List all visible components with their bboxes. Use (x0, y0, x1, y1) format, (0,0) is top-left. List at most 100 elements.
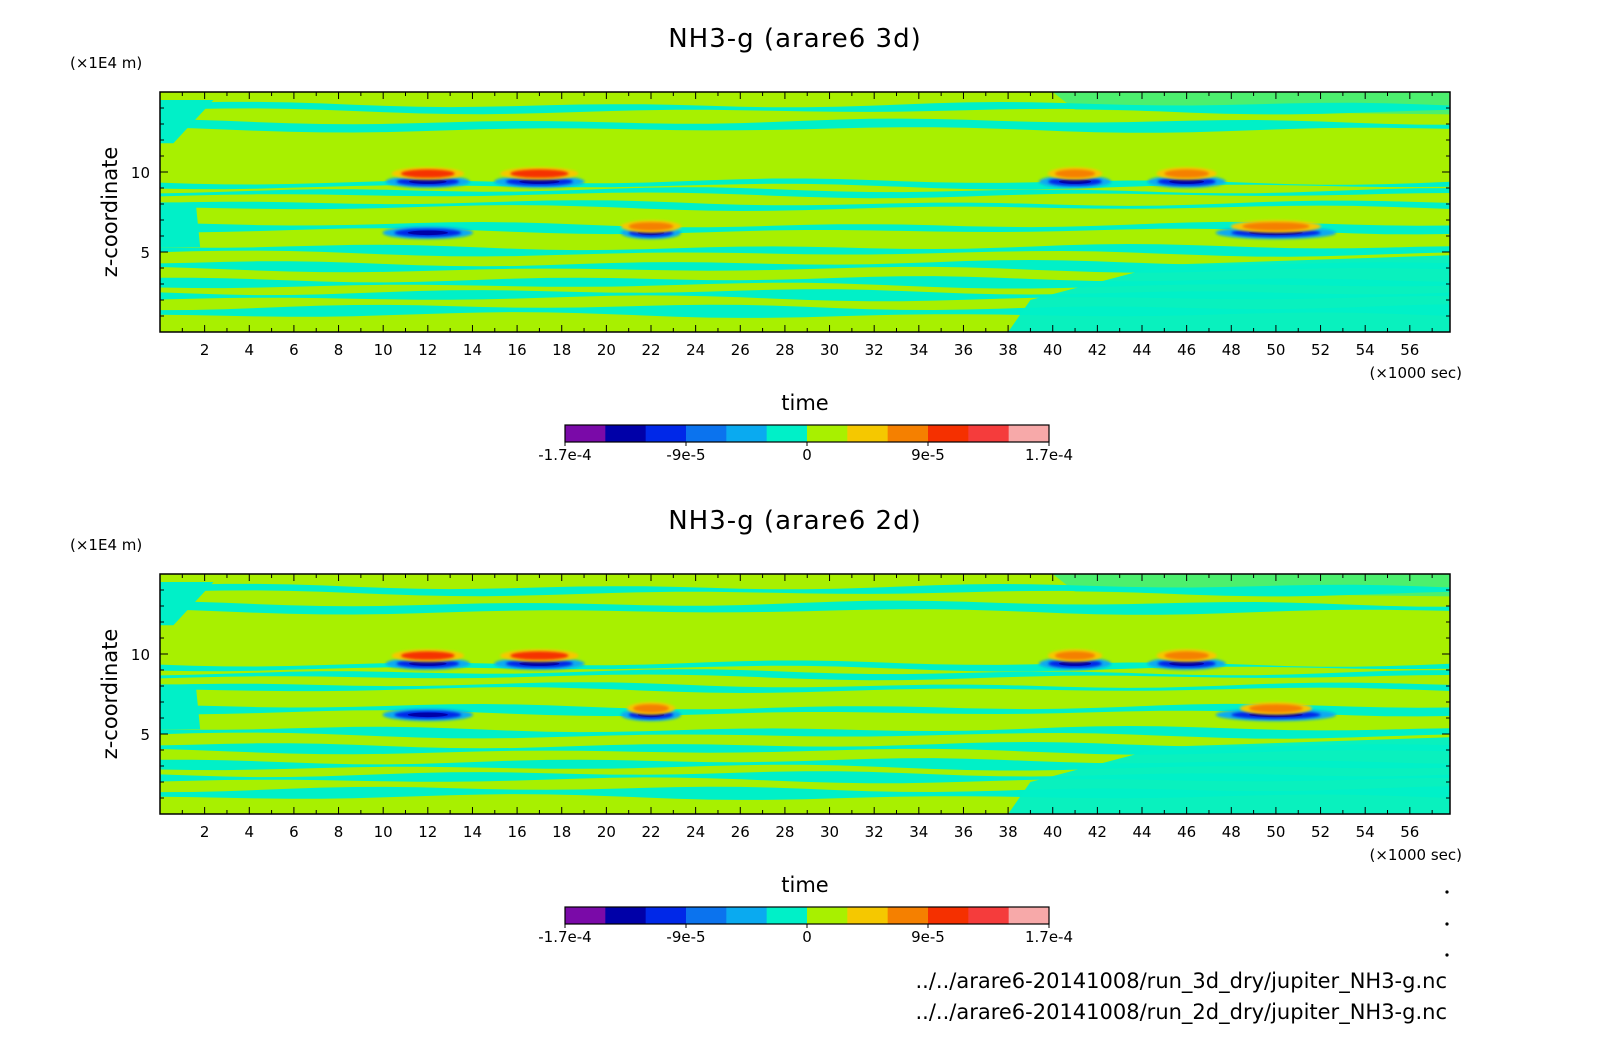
contour-feature (633, 704, 669, 713)
x-tick-label: 48 (1222, 341, 1241, 359)
x-tick-label: 30 (820, 823, 839, 841)
colorbar-label: -1.7e-4 (538, 928, 591, 946)
colorbar-swatch (887, 907, 929, 924)
colorbar-swatch (645, 425, 687, 442)
colorbar-swatch (766, 425, 808, 442)
marker-dot (1445, 890, 1449, 894)
colorbar-swatch (726, 425, 768, 442)
colorbar-swatch (565, 425, 606, 442)
x-tick-label: 32 (865, 341, 884, 359)
x-tick-label: 28 (775, 823, 794, 841)
contour-band (160, 187, 1450, 199)
x-tick-label: 20 (597, 341, 616, 359)
colorbar-swatch (605, 907, 647, 924)
x-tick-label: 46 (1177, 341, 1196, 359)
x-tick-label: 8 (334, 341, 344, 359)
x-tick-label: 16 (508, 823, 527, 841)
contour-feature (407, 230, 448, 236)
contour-band (160, 118, 1450, 133)
x-tick-label: 22 (641, 341, 660, 359)
chart-title: NH3-g (arare6 3d) (668, 24, 922, 54)
x-tick-label: 34 (909, 341, 928, 359)
y-unit-label: (×1E4 m) (70, 536, 142, 554)
x-tick-label: 48 (1222, 823, 1241, 841)
x-tick-label: 40 (1043, 341, 1062, 359)
x-tick-label: 54 (1356, 823, 1375, 841)
x-tick-label: 38 (999, 823, 1018, 841)
contour-band (160, 600, 1450, 615)
colorbar-swatch (928, 425, 969, 442)
colorbar-swatch (887, 425, 929, 442)
x-tick-label: 28 (775, 341, 794, 359)
x-tick-label: 38 (999, 341, 1018, 359)
x-tick-label: 2 (200, 823, 210, 841)
marker-dot (1445, 953, 1449, 957)
colorbar-label: 9e-5 (911, 446, 945, 464)
colorbar-label: -9e-5 (666, 928, 705, 946)
contour-feature (1164, 651, 1209, 660)
contour-feature (1058, 661, 1092, 666)
plot-frame (159, 573, 1451, 815)
x-tick-label: 50 (1266, 341, 1285, 359)
contour-band (160, 289, 1450, 302)
x-tick-label: 2 (200, 341, 210, 359)
x-tick-label: 32 (865, 823, 884, 841)
x-tick-label: 52 (1311, 341, 1330, 359)
x-tick-label: 12 (418, 823, 437, 841)
x-tick-label: 50 (1266, 823, 1285, 841)
contour-feature (1169, 179, 1205, 184)
contour-region (1052, 92, 1450, 115)
y-tick-label: 5 (140, 244, 150, 262)
colorbar-swatch (807, 907, 848, 924)
contour-feature (401, 651, 455, 660)
x-axis-label: time (781, 391, 828, 415)
contour-feature (519, 179, 560, 184)
x-tick-label: 8 (334, 823, 344, 841)
x-axis-label: time (781, 873, 828, 897)
contour-feature (1242, 222, 1310, 231)
x-tick-label: 34 (909, 823, 928, 841)
x-tick-label: 26 (731, 823, 750, 841)
colorbar-label: -1.7e-4 (538, 446, 591, 464)
contour-band (160, 260, 1450, 273)
contour-feature (1169, 661, 1205, 666)
axis-ticks: 2 4 6 8 10 12 14 16 18 20 22 24 26 28 30 32 34 36 38 40 42 44… (131, 92, 1450, 359)
contour-region (1052, 574, 1450, 597)
contour-region (1008, 737, 1450, 814)
colorbar-swatch (847, 425, 889, 442)
x-tick-label: 40 (1043, 823, 1062, 841)
x-tick-label: 54 (1356, 341, 1375, 359)
x-tick-label: 10 (374, 341, 393, 359)
panel-3d: NH3-g (arare6 3d) (×1E4 m) z-coordinate … (70, 24, 1462, 464)
colorbar: -1.7e-4 -9e-5 0 9e-5 1.7e-4 (538, 906, 1073, 946)
contour-band (160, 682, 1450, 693)
x-unit-label: (×1000 sec) (1369, 364, 1462, 382)
x-tick-label: 14 (463, 823, 482, 841)
axis-ticks: 2 4 6 8 10 12 14 16 18 20 22 24 26 28 30 32 34 36 38 40 42 44… (131, 574, 1450, 841)
chart-title: NH3-g (arare6 2d) (668, 506, 922, 536)
colorbar-swatch (968, 907, 1010, 924)
contour-feature (1058, 179, 1092, 184)
contour-region (160, 684, 201, 730)
colorbar-swatch (807, 425, 848, 442)
x-tick-label: 4 (244, 341, 254, 359)
y-unit-label: (×1E4 m) (70, 54, 142, 72)
contour-feature (1054, 169, 1096, 178)
colorbar-label: 0 (802, 446, 812, 464)
colorbar-swatch (968, 425, 1010, 442)
x-tick-label: 20 (597, 823, 616, 841)
x-tick-label: 16 (508, 341, 527, 359)
plot-area (159, 573, 1451, 815)
colorbar-swatch (1008, 907, 1050, 924)
x-tick-label: 46 (1177, 823, 1196, 841)
marker-dot (1445, 922, 1449, 926)
colorbar-swatch (645, 907, 687, 924)
contour-feature (628, 222, 674, 231)
contour-feature (401, 169, 455, 178)
contour-feature (409, 661, 447, 666)
contour-feature (1249, 704, 1303, 713)
x-tick-label: 56 (1400, 823, 1419, 841)
colorbar-swatch (928, 907, 969, 924)
contour-band (160, 660, 1450, 672)
x-unit-label: (×1000 sec) (1369, 846, 1462, 864)
